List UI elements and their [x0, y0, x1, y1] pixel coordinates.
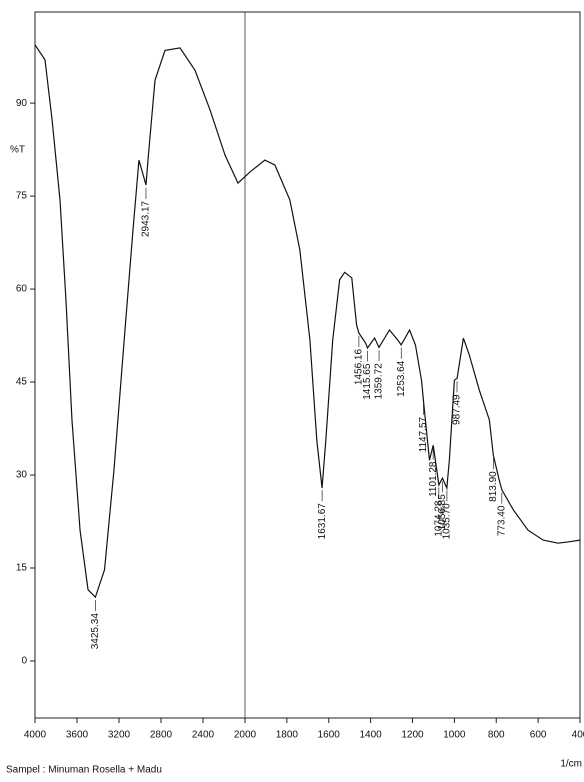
x-tick-label: 400 — [572, 730, 584, 741]
y-tick-label: 0 — [21, 656, 27, 667]
x-tick-label: 2800 — [150, 730, 173, 741]
peak-label: 1101.28 — [428, 461, 439, 497]
peak-label: 813.90 — [488, 471, 499, 502]
peak-label: 773.40 — [496, 505, 507, 536]
y-tick-label: 60 — [16, 284, 28, 295]
y-axis-label: %T — [10, 145, 25, 156]
peak-label: 1056.85 — [437, 494, 448, 531]
peak-label: 1456.16 — [354, 349, 365, 386]
x-tick-label: 4000 — [24, 730, 47, 741]
y-tick-label: 30 — [16, 470, 28, 481]
x-tick-label: 1800 — [276, 730, 299, 741]
peak-label: 3425.34 — [90, 613, 101, 650]
y-tick-label: 90 — [16, 98, 28, 109]
spectrum-line — [34, 44, 581, 599]
plot-frame — [34, 11, 581, 719]
x-tick-label: 1000 — [443, 730, 466, 741]
y-tick-label: 75 — [16, 191, 28, 202]
x-tick-label: 800 — [488, 730, 505, 741]
x-tick-label: 1400 — [360, 730, 383, 741]
x-tick-label: 1600 — [318, 730, 341, 741]
peak-label: 1415.65 — [362, 363, 373, 400]
peak-label: 987.49 — [452, 394, 463, 425]
y-tick-label: 15 — [16, 563, 28, 574]
x-tick-label: 2000 — [234, 730, 257, 741]
x-tick-label: 1200 — [401, 730, 424, 741]
peak-label: 1359.72 — [374, 363, 385, 400]
peak-label: 1253.64 — [396, 360, 407, 397]
peak-label: 1147.57 — [418, 416, 429, 452]
x-tick-label: 600 — [530, 730, 547, 741]
x-tick-label: 3600 — [66, 730, 89, 741]
peak-label: 1631.67 — [317, 503, 328, 540]
peak-label: 2943.17 — [141, 200, 152, 237]
y-tick-label: 45 — [16, 377, 28, 388]
x-tick-label: 2400 — [192, 730, 215, 741]
peak-label: 1035.70 — [442, 503, 453, 540]
caption: Sampel : Minuman Rosella + Madu — [6, 765, 162, 776]
x-axis-label: 1/cm — [560, 759, 582, 770]
peak-label: 1074.28 — [433, 500, 444, 537]
x-tick-label: 3200 — [108, 730, 131, 741]
